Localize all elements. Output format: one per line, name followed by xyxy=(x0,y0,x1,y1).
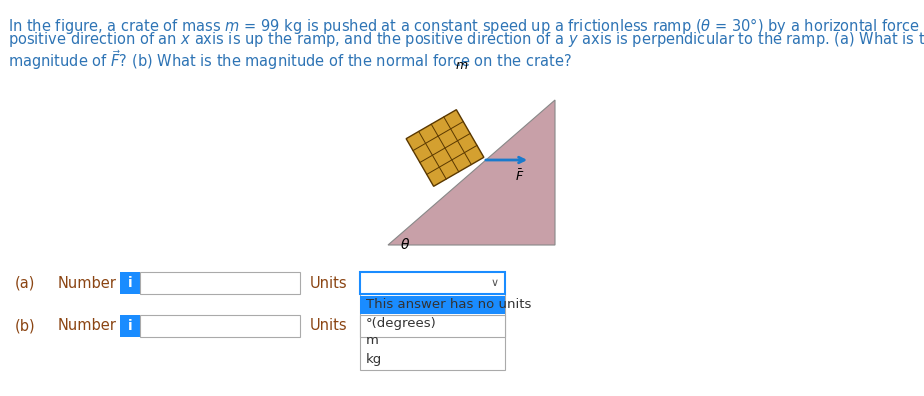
Text: $\bar{F}$: $\bar{F}$ xyxy=(515,168,524,183)
Text: °(degrees): °(degrees) xyxy=(366,316,437,329)
Text: $\theta$: $\theta$ xyxy=(400,237,410,252)
Text: In the figure, a crate of mass $\it{m}$ = 99 kg is pushed at a constant speed up: In the figure, a crate of mass $\it{m}$ … xyxy=(8,13,924,37)
Polygon shape xyxy=(407,110,484,186)
Text: Units: Units xyxy=(310,276,347,291)
Text: m: m xyxy=(366,335,379,348)
Text: i: i xyxy=(128,319,132,333)
Text: (a): (a) xyxy=(15,276,35,291)
Text: $\it{m}$: $\it{m}$ xyxy=(456,59,468,72)
Text: ∨: ∨ xyxy=(491,278,499,288)
FancyBboxPatch shape xyxy=(360,296,505,314)
Text: magnitude of $\vec{F}$? (b) What is the magnitude of the normal force on the cra: magnitude of $\vec{F}$? (b) What is the … xyxy=(8,48,572,72)
Text: Number: Number xyxy=(58,318,116,333)
FancyBboxPatch shape xyxy=(140,315,300,337)
Text: kg: kg xyxy=(366,352,383,366)
FancyBboxPatch shape xyxy=(120,272,140,294)
Text: Number: Number xyxy=(58,276,116,291)
FancyBboxPatch shape xyxy=(360,315,505,337)
Text: i: i xyxy=(128,276,132,290)
FancyBboxPatch shape xyxy=(360,294,505,370)
Text: (b): (b) xyxy=(15,318,36,333)
Polygon shape xyxy=(388,100,555,245)
FancyBboxPatch shape xyxy=(140,272,300,294)
Text: Units: Units xyxy=(310,318,347,333)
Text: This answer has no units: This answer has no units xyxy=(366,299,531,312)
FancyBboxPatch shape xyxy=(360,272,505,294)
Text: positive direction of an $\it{x}$ axis is up the ramp, and the positive directio: positive direction of an $\it{x}$ axis i… xyxy=(8,30,924,49)
FancyBboxPatch shape xyxy=(120,315,140,337)
